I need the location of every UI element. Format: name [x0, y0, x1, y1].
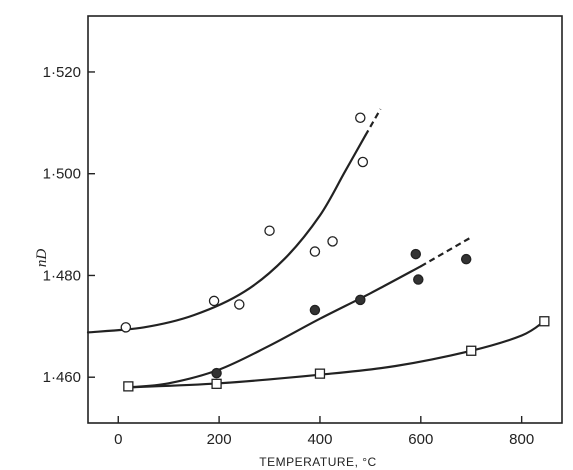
data-point	[234, 299, 245, 310]
plot-frame	[87, 15, 563, 424]
data-point	[123, 381, 134, 392]
data-point	[327, 236, 338, 247]
data-markers	[120, 112, 550, 392]
data-point	[410, 248, 422, 260]
x-tick-label: 400	[307, 431, 332, 448]
fit-curve-extrapolated	[420, 236, 472, 268]
y-axis: 1·460 1·480 1·500 1·520	[43, 64, 95, 386]
data-point	[208, 295, 220, 307]
y-tick-label: 1·480	[43, 267, 81, 284]
fit-curve	[86, 134, 367, 334]
y-tick-label: 1·520	[43, 64, 81, 81]
data-point	[355, 112, 366, 124]
data-point	[211, 378, 222, 389]
data-point	[314, 368, 326, 379]
data-point	[355, 294, 366, 306]
x-axis: 0 200 400 600 800	[114, 416, 534, 448]
data-point	[264, 225, 275, 236]
data-point	[309, 246, 321, 257]
y-tick-label: 1·500	[43, 166, 81, 183]
data-point	[539, 316, 550, 327]
plot-area	[87, 15, 563, 424]
x-tick-label: 600	[408, 431, 433, 448]
x-axis-label: TEMPERATURE, °C	[259, 455, 376, 469]
y-axis-label: nD	[34, 249, 50, 268]
data-point	[357, 156, 369, 168]
data-point	[211, 367, 222, 379]
data-point	[466, 345, 477, 356]
data-point	[413, 274, 424, 285]
fit-curve	[127, 265, 422, 389]
x-tick-label: 800	[509, 431, 534, 448]
y-tick-label: 1·460	[43, 369, 81, 386]
data-point	[309, 304, 321, 316]
data-point	[120, 322, 132, 333]
fit-curve-extrapolated	[364, 108, 382, 137]
x-tick-label: 0	[114, 431, 122, 448]
data-point	[460, 253, 472, 265]
x-tick-label: 200	[207, 431, 232, 448]
